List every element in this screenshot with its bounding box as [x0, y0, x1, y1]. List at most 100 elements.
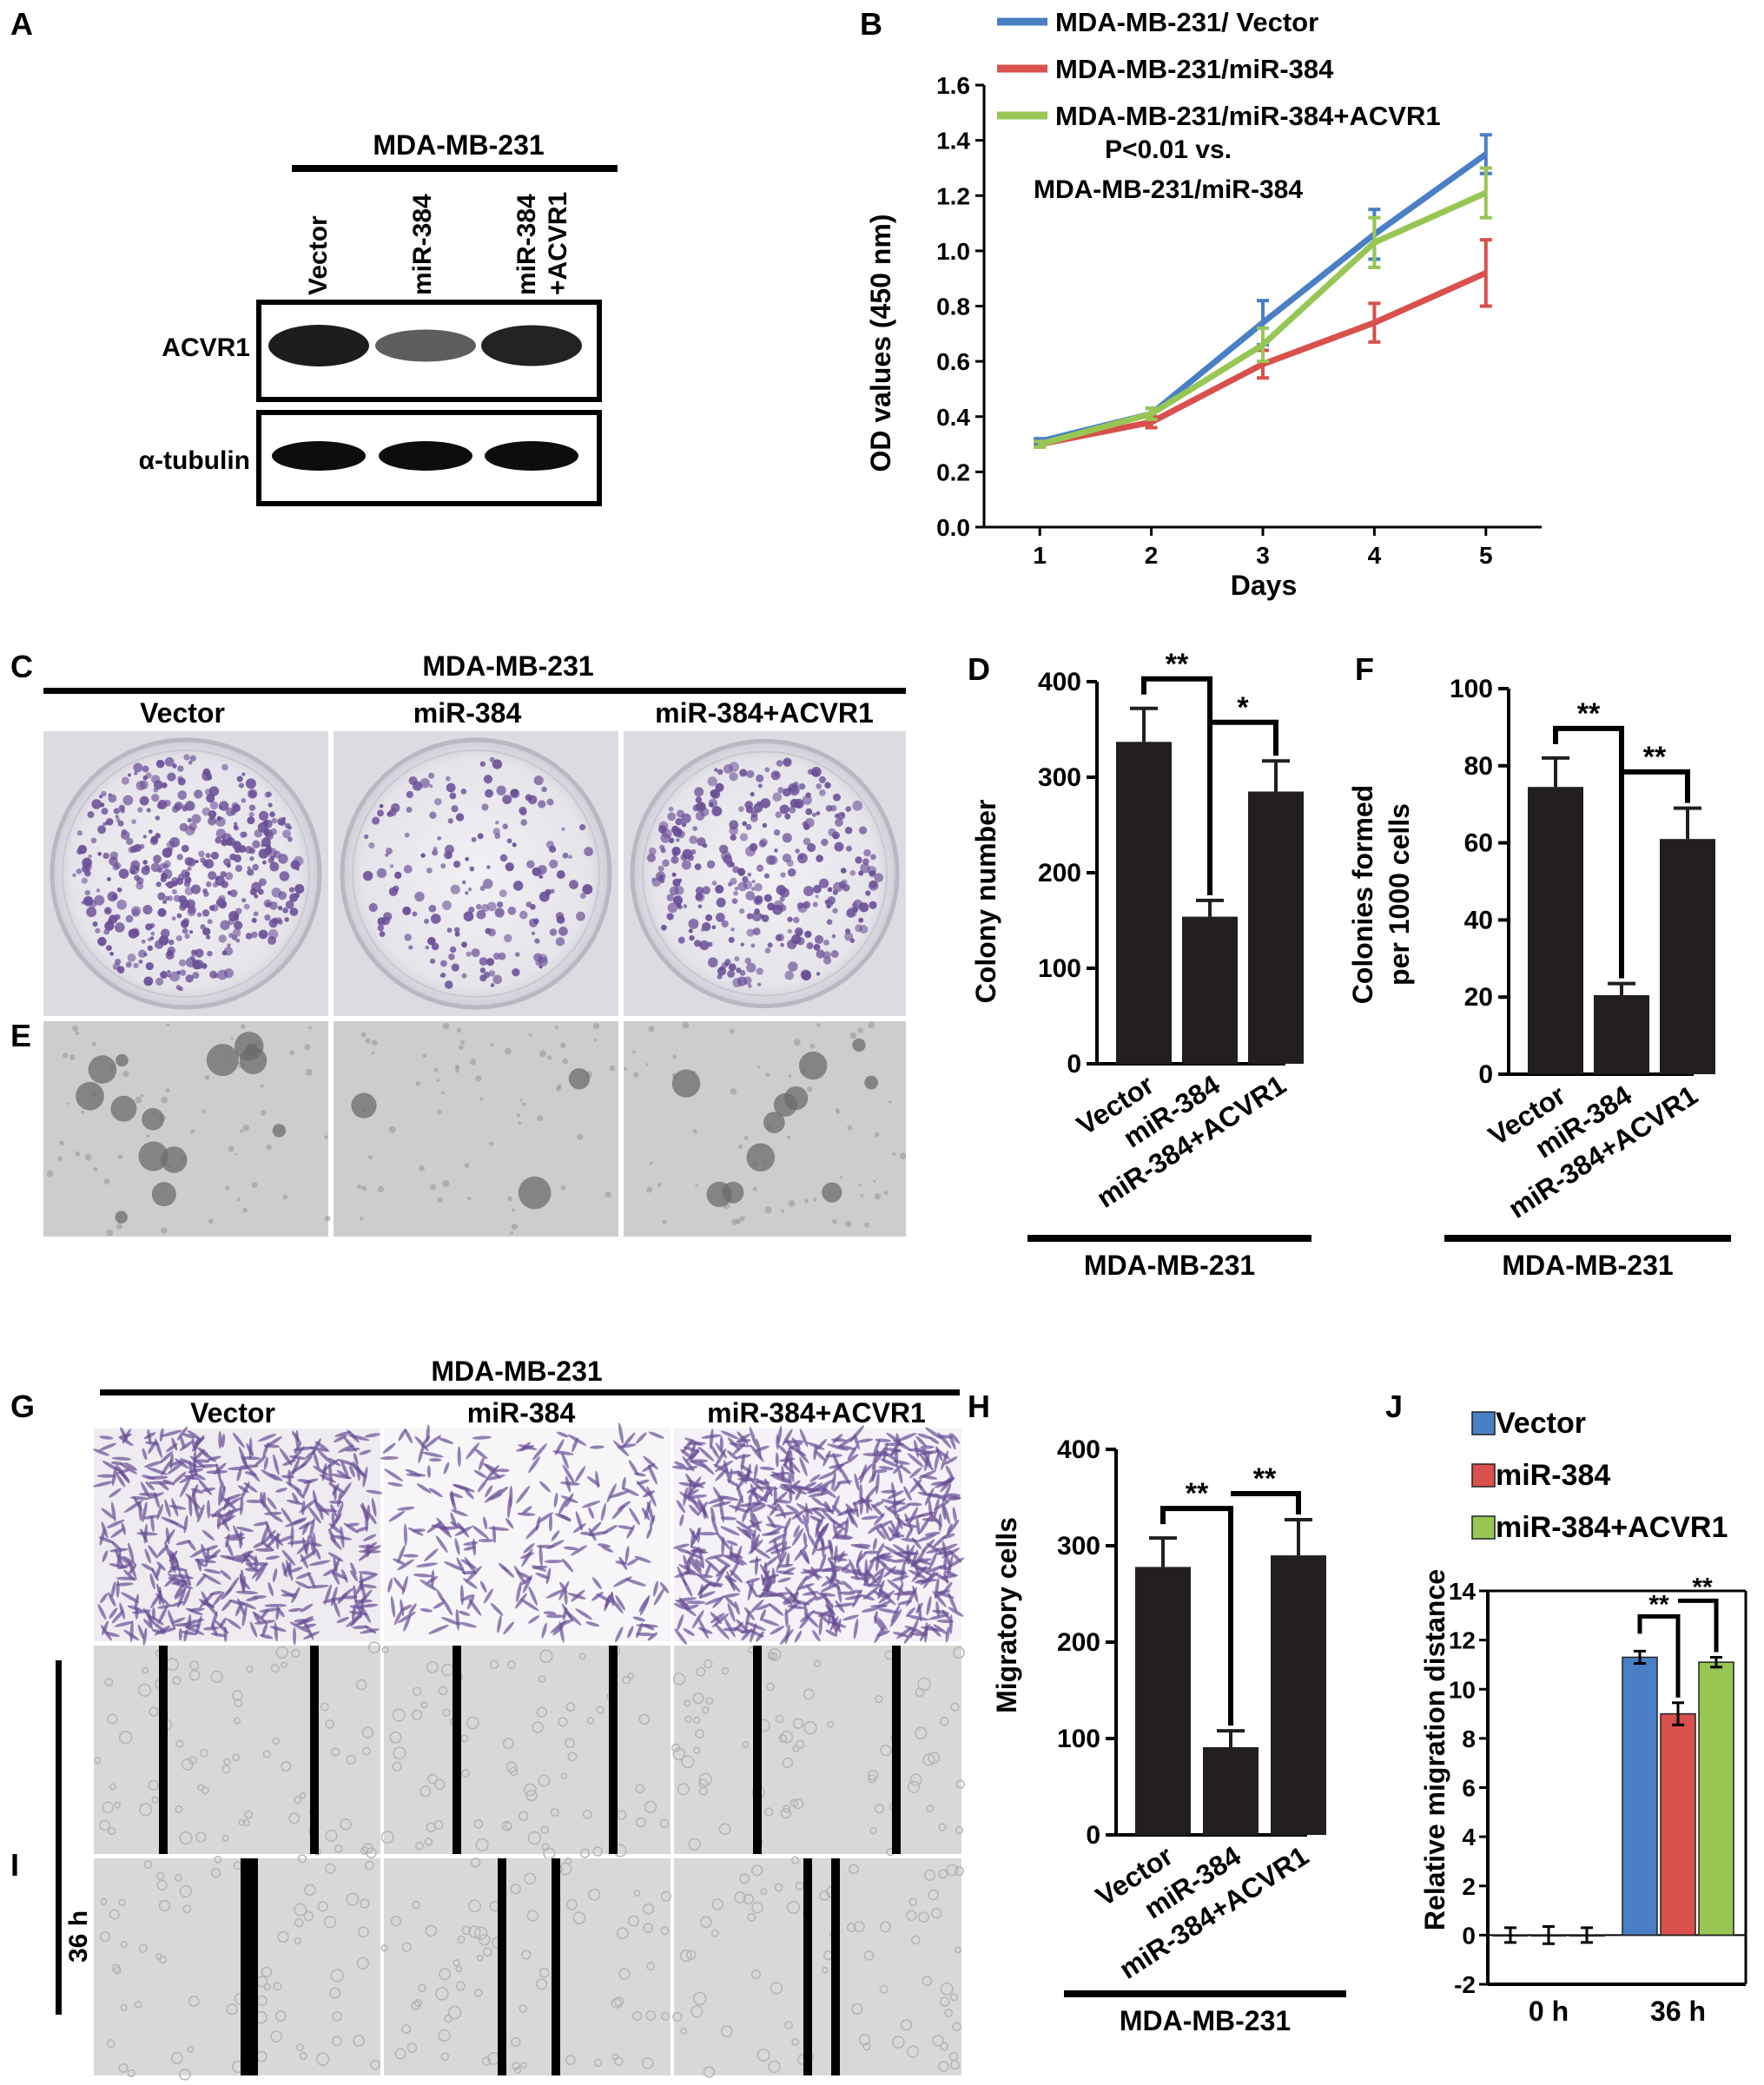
colony — [658, 821, 669, 831]
soft-agar-image — [624, 1021, 906, 1237]
migrated-cell — [767, 1515, 776, 1528]
migrated-cell — [776, 1570, 795, 1575]
cell-outline — [628, 1915, 639, 1927]
cell-outline — [734, 1891, 746, 1904]
colony — [364, 834, 369, 840]
migrated-cell — [820, 1592, 834, 1608]
bar — [1698, 1661, 1734, 1937]
migrated-cell — [775, 1452, 779, 1468]
migrated-cell — [97, 1603, 107, 1620]
migrated-cell — [523, 1543, 535, 1554]
cell-outline — [504, 1822, 512, 1830]
migrated-cell — [187, 1540, 196, 1551]
colony — [208, 810, 217, 819]
migrated-cell — [168, 1610, 175, 1630]
migrated-cell — [424, 1548, 439, 1562]
colony — [157, 907, 167, 917]
migrated-cell — [913, 1477, 923, 1489]
migrated-cell — [711, 1613, 730, 1628]
migrated-cell — [336, 1459, 355, 1466]
colony — [414, 891, 425, 902]
colony — [164, 756, 175, 767]
colony — [252, 840, 261, 848]
migrated-cell — [466, 1566, 482, 1582]
cell-outline — [710, 1929, 719, 1937]
colony — [471, 948, 480, 958]
colony — [660, 848, 666, 854]
migrated-cell — [400, 1599, 405, 1617]
colony — [406, 790, 413, 799]
cell-outline — [778, 1734, 788, 1743]
colony — [693, 940, 702, 947]
colony — [538, 800, 546, 808]
cell-outline — [353, 2035, 365, 2047]
cell-dot — [66, 1102, 69, 1105]
migrated-cell — [460, 1559, 478, 1569]
migrated-cell — [142, 1448, 148, 1461]
cell-outline — [358, 1926, 369, 1938]
migrated-cell — [723, 1460, 730, 1480]
colony — [277, 919, 283, 925]
cell-dot — [682, 1021, 690, 1029]
cell-outline — [392, 1761, 402, 1772]
colony — [113, 808, 120, 815]
migrated-cell — [686, 1600, 706, 1605]
migrated-cell — [460, 1593, 474, 1601]
migrated-cell — [764, 1575, 771, 1592]
colony — [155, 815, 161, 821]
cell-outline — [775, 1714, 784, 1724]
migrated-cell — [768, 1527, 782, 1536]
cell-outline — [272, 1737, 280, 1745]
migrated-cell — [397, 1611, 416, 1624]
migrated-cell — [100, 1593, 109, 1604]
migrated-cell — [809, 1474, 821, 1482]
colony — [721, 962, 728, 969]
colony — [87, 811, 95, 819]
cell-outline — [366, 1847, 377, 1858]
migrated-cell — [291, 1457, 301, 1477]
cell-outline — [686, 1950, 697, 1960]
colony — [429, 811, 437, 819]
migrated-cell — [160, 1450, 174, 1463]
colony — [377, 917, 386, 927]
significance-bracket — [1210, 719, 1278, 756]
cell-dot — [873, 1179, 876, 1183]
colony — [768, 855, 778, 865]
migrated-cell — [281, 1561, 287, 1578]
soft-agar-colony — [518, 1176, 552, 1210]
cell-outline — [460, 1734, 469, 1743]
soft-agar-images — [43, 1021, 907, 1237]
cell-outline — [502, 1738, 514, 1750]
migrated-cell — [155, 1438, 162, 1458]
bar — [1660, 839, 1715, 1074]
cell-dot — [459, 1039, 466, 1045]
colony — [646, 853, 656, 863]
cell-outline — [578, 1653, 586, 1660]
migrated-cell — [461, 1570, 478, 1574]
cell-outline — [514, 2066, 522, 2074]
cell-dot — [662, 1219, 667, 1224]
colony — [676, 809, 685, 818]
cell-outline — [524, 1783, 537, 1797]
migrated-cell — [172, 1471, 187, 1485]
colony — [176, 854, 183, 861]
migrated-cell — [220, 1554, 236, 1560]
colony — [707, 957, 718, 968]
colony — [860, 862, 870, 874]
migrated-cell — [878, 1580, 885, 1592]
colony — [163, 799, 171, 807]
cell-outline — [900, 2019, 913, 2031]
migrated-cell — [746, 1463, 751, 1482]
cell-outline — [862, 2042, 871, 2051]
migrated-cell — [908, 1507, 919, 1524]
colony — [277, 818, 284, 826]
cell-outline — [525, 1790, 538, 1802]
colony — [167, 895, 174, 901]
colony — [469, 866, 475, 872]
colony — [818, 775, 827, 784]
colony — [282, 907, 288, 914]
cell-outline — [370, 2059, 380, 2070]
colony — [788, 806, 796, 814]
cell-outline — [294, 1937, 302, 1945]
colony — [434, 797, 442, 806]
